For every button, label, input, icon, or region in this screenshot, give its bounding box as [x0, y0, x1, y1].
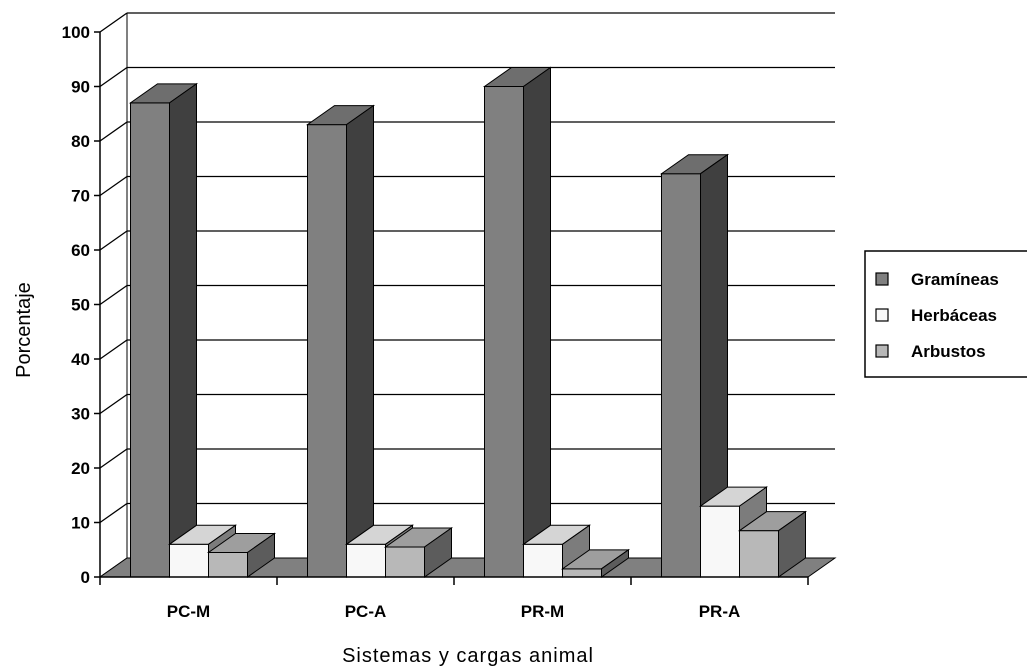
y-tick-label: 0	[81, 568, 90, 587]
legend: Gramíneas Herbáceas Arbustos	[864, 250, 1027, 378]
legend-label: Arbustos	[911, 342, 986, 361]
bar-side	[346, 104, 374, 578]
y-tick-label: 70	[71, 187, 90, 206]
bar-front	[523, 543, 563, 578]
gridline-diagonal	[99, 230, 128, 251]
y-tick-label: 30	[71, 405, 90, 424]
gridline-diagonal	[99, 339, 128, 360]
legend-swatch	[875, 344, 889, 358]
y-tick-label: 100	[62, 23, 90, 42]
gridline-diagonal	[99, 448, 128, 469]
x-axis-title: Sistemas y cargas animal	[342, 645, 594, 667]
y-tick-label: 80	[71, 132, 90, 151]
y-tick-label: 50	[71, 296, 90, 315]
legend-swatch	[875, 308, 889, 322]
bar-front	[346, 543, 386, 578]
gridline-diagonal	[99, 66, 128, 88]
bar-front	[661, 173, 701, 578]
bar-front	[130, 102, 170, 578]
gridline-diagonal	[99, 175, 128, 197]
bar-side	[424, 527, 452, 578]
y-axis-title: Porcentaje	[13, 282, 35, 378]
y-tick-label: 90	[71, 78, 90, 97]
y-tick-label: 20	[71, 459, 90, 478]
legend-box	[864, 250, 1027, 378]
axes	[94, 31, 809, 585]
y-tick-label: 40	[71, 350, 90, 369]
gridline-diagonal	[99, 121, 128, 142]
gridline-diagonal	[99, 393, 128, 415]
legend-label: Herbáceas	[911, 306, 997, 325]
x-category-label: PR-A	[699, 602, 741, 621]
bar	[737, 510, 808, 578]
bar	[560, 548, 631, 578]
legend-swatch	[875, 272, 889, 286]
gridline-diagonal	[99, 12, 128, 33]
y-tick-label: 60	[71, 241, 90, 260]
bar-side	[247, 532, 275, 578]
y-tick-label: 10	[71, 514, 90, 533]
x-category-label: PC-A	[345, 602, 387, 621]
bar	[383, 527, 454, 578]
x-category-label: PC-M	[167, 602, 210, 621]
gridline-diagonal	[99, 502, 128, 524]
bar-front	[484, 86, 524, 578]
bar	[206, 532, 277, 578]
bar	[305, 104, 376, 578]
bar-front	[700, 505, 740, 578]
legend-label: Gramíneas	[911, 270, 999, 289]
bar	[128, 82, 199, 578]
y-tick-labels: 0 10 20 30 40 50 60 70 80 90 100	[62, 23, 90, 587]
bar-front	[169, 543, 209, 578]
bar-side	[778, 510, 806, 578]
bar-front	[739, 530, 779, 578]
bar-side	[169, 82, 197, 578]
bar	[482, 66, 553, 578]
x-category-label: PR-M	[521, 602, 564, 621]
bar-front	[208, 551, 248, 578]
bar-side	[601, 548, 629, 578]
gridline-diagonal	[99, 284, 128, 306]
bars	[128, 66, 808, 578]
bar-front	[562, 568, 602, 578]
bar-front	[385, 546, 425, 578]
bar-front	[307, 124, 347, 578]
x-category-labels: PC-M PC-A PR-M PR-A	[167, 602, 741, 621]
bar-side	[523, 66, 551, 578]
